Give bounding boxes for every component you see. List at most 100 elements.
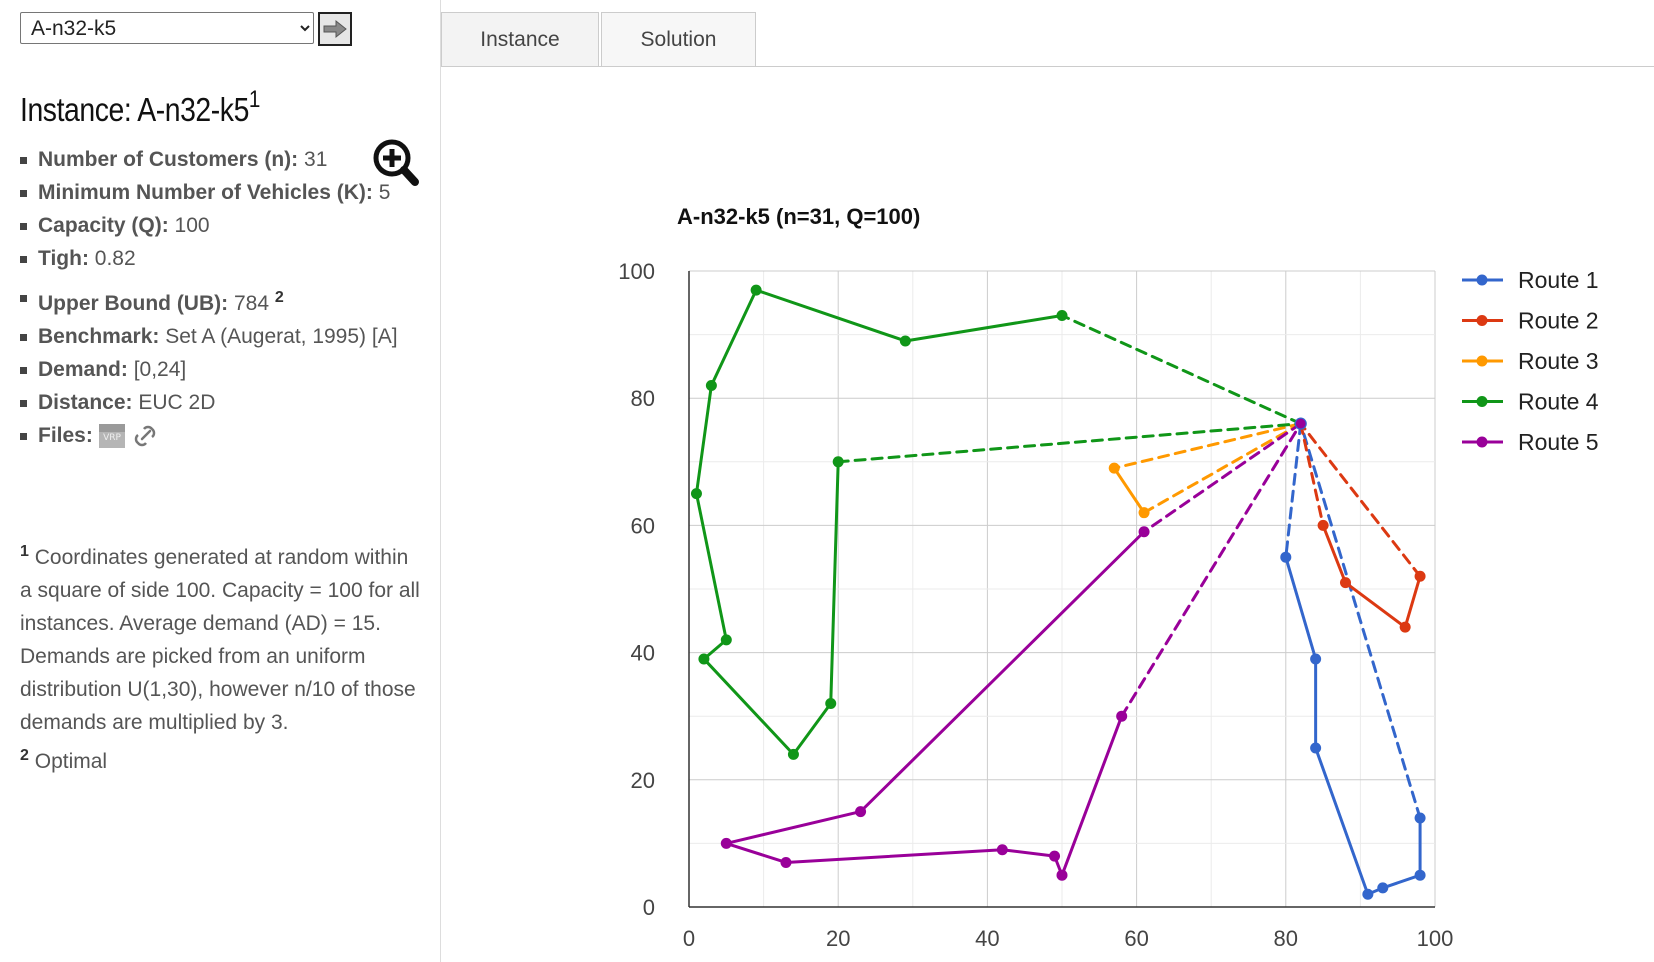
legend-swatch-point [1476, 355, 1488, 367]
route-point [1138, 507, 1150, 519]
route-point [1138, 526, 1150, 538]
prop-key: Tigh: [38, 247, 89, 270]
route-segment [724, 841, 788, 864]
route-segment [829, 460, 840, 705]
legend-swatch-point [1476, 315, 1488, 326]
route-point [698, 653, 710, 665]
go-button[interactable] [318, 12, 352, 46]
prop-value: 31 [304, 148, 328, 171]
route-point [1280, 551, 1292, 563]
route-point [750, 284, 762, 296]
route-segment [1321, 523, 1347, 585]
prop-value: EUC 2D [138, 391, 216, 414]
route-segment [1060, 314, 1303, 426]
prop-demand: Demand: [0,24] [20, 353, 430, 386]
instance-select[interactable]: A-n32-k5 [20, 12, 314, 44]
prop-value: 5 [378, 181, 391, 204]
instance-properties: Number of Customers (n): 31 Minimum Numb… [20, 143, 430, 452]
footnote-1: 1 Coordinates generated at random within… [20, 535, 425, 739]
route-segment [836, 422, 1303, 464]
route-segment [1142, 422, 1303, 515]
zoom-in-icon[interactable] [372, 138, 420, 190]
route-point [1317, 519, 1329, 531]
route-segment [1299, 422, 1422, 578]
prop-key: Capacity (Q): [38, 214, 169, 237]
route-point [720, 634, 732, 646]
chart-title: A-n32-k5 (n=31, Q=100) [677, 204, 920, 229]
x-tick-label: 100 [1417, 926, 1454, 951]
legend-label: Route 2 [1518, 308, 1599, 334]
x-tick-label: 20 [826, 926, 850, 951]
y-tick-label: 0 [643, 895, 655, 920]
route-point [1362, 888, 1374, 900]
prop-value: [0,24] [133, 358, 187, 381]
footnote-mark: 1 [20, 543, 29, 560]
route-point [899, 335, 911, 347]
route-point [1056, 869, 1068, 881]
route-segment [724, 810, 863, 845]
prop-benchmark: Benchmark: Set A (Augerat, 1995) [A] [20, 320, 430, 353]
legend-item: Route 3 [1462, 348, 1599, 374]
route-point [1056, 310, 1068, 322]
route-point [1116, 710, 1128, 722]
legend-label: Route 4 [1518, 389, 1599, 415]
title-instance-name: A-n32-k5 [137, 91, 249, 128]
route-point [832, 456, 844, 468]
prop-key: Number of Customers (n): [38, 148, 299, 171]
route-segment [1403, 574, 1422, 629]
route-point [720, 837, 732, 849]
route-4-series [690, 284, 1303, 760]
prop-key: Distance: [38, 391, 133, 414]
x-tick-label: 60 [1124, 926, 1148, 951]
route-2-series [1299, 422, 1426, 633]
prop-files: Files: VRP [20, 419, 430, 452]
route-segment [1314, 746, 1370, 896]
route-segment [1381, 873, 1422, 890]
route-segment [754, 288, 907, 343]
route-point [705, 379, 717, 391]
arrow-right-icon [323, 19, 347, 39]
route-point [1049, 850, 1061, 862]
route-segment [1299, 422, 1422, 820]
legend-swatch-point [1476, 274, 1488, 286]
route-segment [1112, 422, 1303, 470]
route-point [690, 488, 702, 500]
legend-swatch-point [1476, 436, 1488, 448]
footnote-2: 2 Optimal [20, 739, 425, 778]
legend-label: Route 3 [1518, 348, 1599, 374]
y-tick-label: 100 [618, 259, 655, 284]
prop-key: Upper Bound (UB): [38, 292, 229, 315]
route-segment [702, 657, 795, 756]
route-segment [1000, 848, 1057, 858]
vrp-file-icon[interactable]: VRP [98, 424, 125, 449]
tab-bar: Instance Solution [441, 12, 1654, 67]
route-segment [709, 288, 758, 387]
route-segment [1284, 555, 1318, 661]
prop-key: Demand: [38, 358, 128, 381]
route-chart: A-n32-k5 (n=31, Q=100) 0 20 40 60 80 100 0 20 40 6… [618, 204, 1599, 951]
content-panel: Instance Solution A-n32-k5 (n=31, Q=100)… [440, 0, 1654, 962]
prop-capacity: Capacity (Q): 100 [20, 209, 430, 242]
x-tick-label: 0 [683, 926, 695, 951]
route-point [996, 844, 1008, 856]
depot-point [1294, 417, 1307, 430]
legend-label: Route 5 [1518, 429, 1599, 455]
prop-value: 784 [233, 292, 270, 315]
route-5-series [720, 422, 1303, 881]
tab-solution[interactable]: Solution [601, 12, 756, 66]
link-icon[interactable] [133, 424, 157, 448]
tab-instance[interactable]: Instance [441, 12, 599, 66]
footnote-mark: 2 [20, 747, 29, 764]
prop-key: Minimum Number of Vehicles (K): [38, 181, 373, 204]
route-point [1339, 577, 1351, 589]
x-tick-label: 40 [975, 926, 999, 951]
route-segment [1343, 581, 1407, 629]
legend-label: Route 1 [1518, 267, 1599, 293]
route-point [1310, 653, 1322, 665]
prop-tigh: Tigh: 0.82 [20, 242, 430, 275]
route-segment [1060, 714, 1124, 877]
route-segment [694, 492, 728, 642]
route-point [855, 806, 867, 818]
route-point [1399, 621, 1411, 633]
route-segment [1142, 422, 1303, 534]
